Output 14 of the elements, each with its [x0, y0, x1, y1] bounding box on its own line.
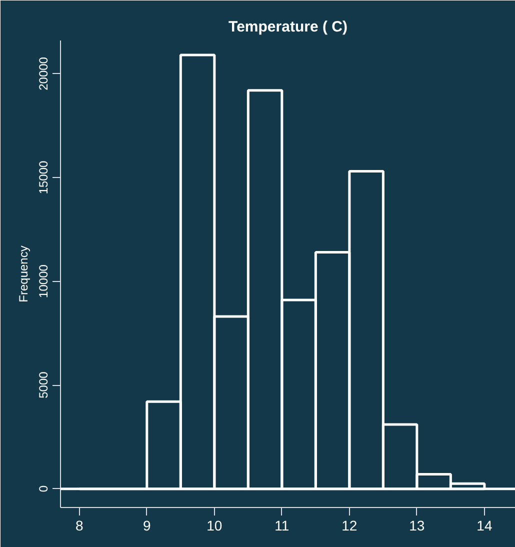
x-tick-label: 14	[476, 518, 492, 534]
y-tick-label: 5000	[36, 371, 50, 398]
x-tick-label: 10	[206, 518, 222, 534]
x-tick-label: 12	[342, 518, 358, 534]
x-tick-label: 9	[143, 518, 152, 534]
y-tick-label: 0	[36, 485, 50, 492]
y-tick-label: 15000	[36, 160, 50, 194]
x-tick-label: 11	[274, 518, 290, 534]
y-tick-label: 20000	[36, 56, 50, 90]
x-tick-label: 8	[76, 518, 84, 534]
chart-title: Temperature ( C)	[228, 18, 348, 36]
y-tick-label: 10000	[36, 264, 50, 298]
x-tick-label: 13	[409, 518, 425, 534]
y-axis-title: Frequency	[16, 246, 30, 302]
